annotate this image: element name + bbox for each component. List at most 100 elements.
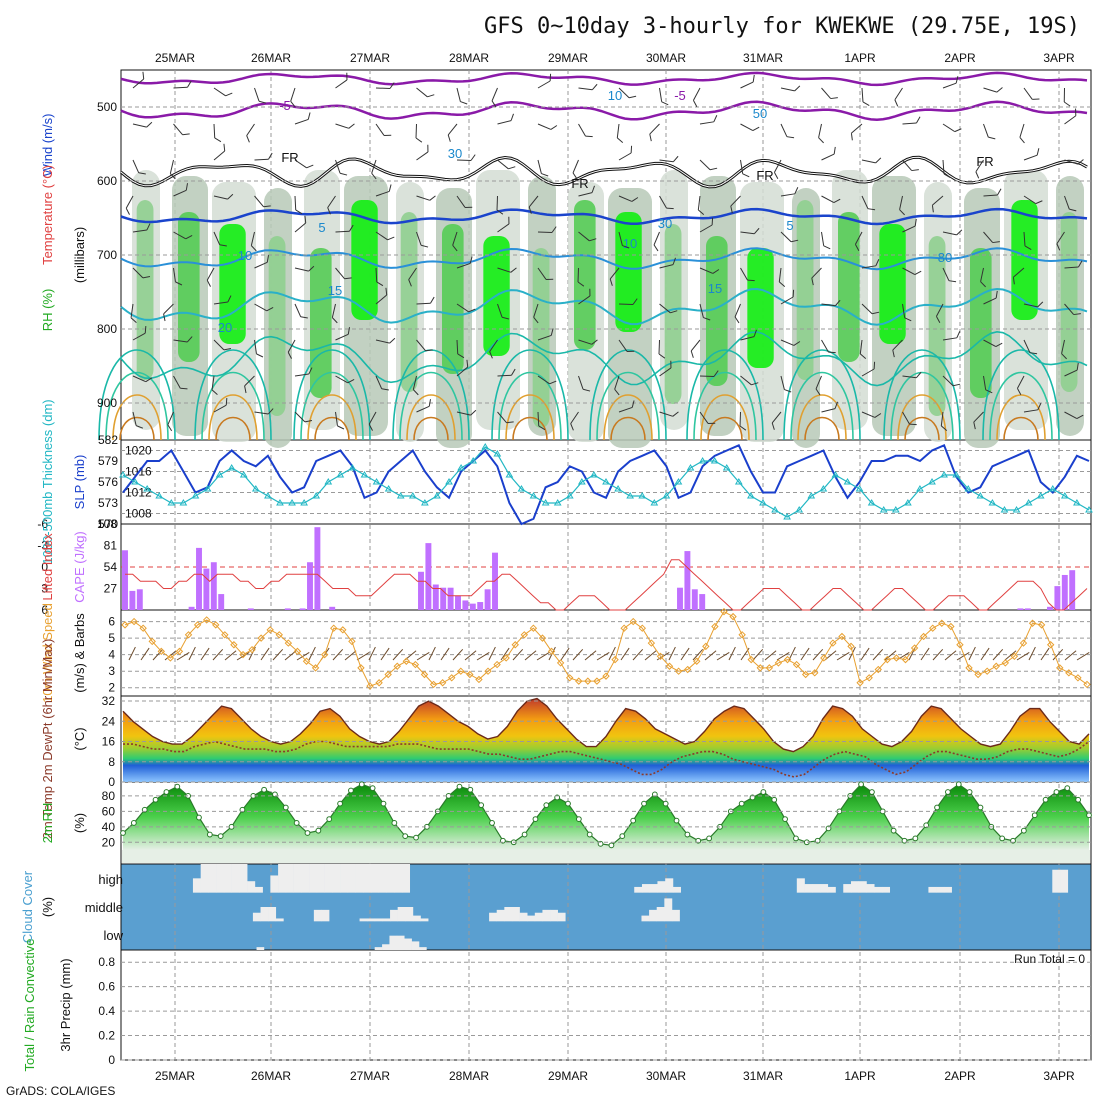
cloud-cell <box>363 864 372 893</box>
wind-barb <box>497 303 510 320</box>
wind-barb <box>902 411 917 426</box>
wind-barb-flag <box>916 116 921 124</box>
cloud-cell <box>657 881 666 893</box>
wind-barb-shaft <box>1061 339 1065 354</box>
wind-barb <box>931 195 944 213</box>
wind-barb <box>416 296 435 305</box>
wind-barb-flag <box>508 166 516 170</box>
cloud-cell <box>371 864 380 893</box>
thickness-marker <box>698 457 707 464</box>
wind-barb-flag <box>875 157 882 164</box>
rh-marker <box>966 789 973 795</box>
wind-barb-shaft <box>618 231 623 246</box>
cloud-cell <box>550 909 558 922</box>
cape-bar <box>307 562 313 610</box>
wind-barb <box>773 159 782 179</box>
thickness-marker <box>251 485 260 492</box>
surface-wind-barb <box>452 648 464 661</box>
surface-wind-barb <box>212 648 224 661</box>
surface-wind-barb-shaft <box>560 647 570 661</box>
wind-barb-shaft <box>902 303 906 318</box>
temperature-contour <box>399 371 463 441</box>
cloud-cell <box>374 947 383 950</box>
surface-wind-barb <box>836 651 850 661</box>
wind-barb <box>983 290 998 305</box>
wind-barb-shaft <box>456 262 471 269</box>
rh-marker <box>380 800 387 807</box>
wind-barb <box>456 154 476 161</box>
wind-barb-shaft <box>740 336 755 341</box>
wind-barb-shaft <box>861 195 869 209</box>
wind-barb <box>173 267 183 286</box>
rh-marker <box>944 789 951 795</box>
wind-speed-line <box>124 611 1088 687</box>
thickness-marker <box>662 492 671 499</box>
wind-barb <box>902 116 921 125</box>
wind-barb-flag <box>630 145 633 154</box>
rh-marker <box>174 783 181 790</box>
date-label-bottom: 2APR <box>944 1069 976 1083</box>
cloud-cell <box>1052 869 1061 893</box>
cape-tick: 81 <box>104 539 118 553</box>
rh-marker <box>1075 796 1082 803</box>
wind-speed-marker <box>956 641 964 649</box>
wind-barb-flag <box>223 347 232 351</box>
thickness-marker <box>408 492 417 499</box>
surface-wind-barb <box>236 651 250 661</box>
wind-barb-shaft <box>861 87 864 103</box>
rh-marker <box>760 789 767 795</box>
cape-bar <box>129 590 136 610</box>
cloud-cell <box>216 864 225 893</box>
label-wind: Wind (m/s) <box>40 114 55 177</box>
cloud-cell <box>943 886 952 893</box>
wind-barb-flag <box>692 100 698 107</box>
wind-speed-marker <box>919 632 928 641</box>
thickness-marker <box>940 471 948 478</box>
temp-tick: 32 <box>102 694 116 708</box>
temperature-contour <box>215 416 251 441</box>
label-precip-total: Total / Rain Convective <box>22 939 37 1072</box>
thickness-marker <box>191 492 200 499</box>
cloud-cell <box>389 935 398 950</box>
wind-barb-flag <box>751 382 759 386</box>
wind-speed-marker <box>856 679 864 687</box>
cloud-cell <box>324 864 333 893</box>
wind-barb-flag <box>1032 98 1040 100</box>
cape-bar <box>1054 586 1061 610</box>
wind-barb-flag <box>833 198 841 204</box>
temp-tick: 0 <box>108 775 115 789</box>
wind-barb-flag <box>347 327 350 335</box>
wind-barb <box>616 123 624 143</box>
wind-barb-shaft <box>335 79 348 89</box>
wind-barb-shaft <box>740 159 744 174</box>
wind-barb <box>740 375 759 386</box>
wind-speed-marker <box>847 642 855 651</box>
cloud-cell <box>664 898 673 922</box>
wind-barb <box>132 267 151 279</box>
contour-label: -5 <box>279 98 291 113</box>
cape-bar <box>1017 608 1024 610</box>
rh-marker <box>282 804 289 811</box>
wind-speed-marker <box>565 674 574 682</box>
wind-barb-flag <box>914 218 917 227</box>
surface-wind-barb-shaft <box>272 648 284 661</box>
wind-barb-flag <box>308 265 315 272</box>
wind-barb-flag <box>145 377 153 383</box>
cloud-level-label: high <box>98 872 123 887</box>
wind-barb <box>497 113 514 125</box>
wind-barb <box>294 112 311 125</box>
surface-wind-barb <box>596 651 610 661</box>
wind-barb <box>659 87 669 106</box>
wind-barb-shaft <box>659 367 672 377</box>
wind-barb <box>163 303 174 322</box>
rh-marker <box>793 835 799 842</box>
wind-barb <box>618 339 635 352</box>
wind-barb <box>375 231 395 241</box>
wind-barb-shaft <box>818 123 822 138</box>
wind-speed-marker <box>656 652 665 661</box>
wind-barb <box>371 159 377 180</box>
wind-barb-flag <box>304 215 307 224</box>
wind-barb-flag <box>995 290 998 299</box>
wind-barb-flag <box>955 76 959 84</box>
